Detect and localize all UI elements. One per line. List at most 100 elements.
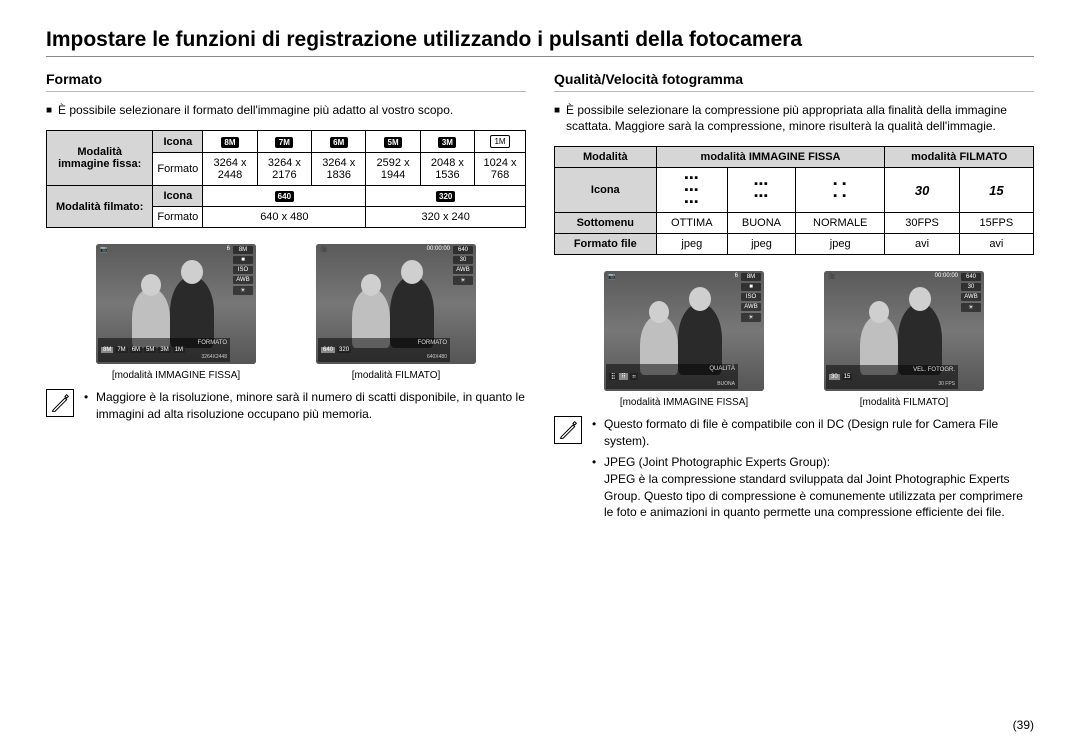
lcd-tl: 📷 [100,246,107,253]
rnote-0: Questo formato di file è compatibile con… [592,416,1034,450]
right-intro-text: È possibile selezionare la compressione … [566,102,1034,134]
lcd-menu3: QUALITÀ ⣿⠿⠶ BUONA [606,364,738,389]
note-body: Maggiore è la risoluzione, minore sarà i… [84,389,526,427]
ff-1: jpeg [727,234,795,255]
caption-fps: [modalità FILMATO] [824,397,984,408]
ff-0: jpeg [656,234,727,255]
submenu-label: Sottomenu [555,213,657,234]
caption-stills: [modalità IMMAGINE FISSA] [96,370,256,381]
right-previews: 📷 6 8M■ISOAWB☀ QUALITÀ ⣿⠿⠶ BUONA [modalit… [554,271,1034,408]
right-intro: ■ È possibile selezionare la compression… [554,102,1034,134]
lcd-tr: 6 [227,246,230,253]
left-divider [46,91,526,92]
lcd-side: 8M■ISOAWB☀ [232,246,254,362]
note-icon-2 [554,416,582,444]
icon-8m: 8M [203,131,257,153]
icon-5m: 5M [366,131,420,153]
icon-7m: 7M [257,131,311,153]
qh-0: Modalità [555,147,657,168]
sm-0: OTTIMA [656,213,727,234]
lcd-stills: 📷 6 8M■ISOAWB☀ FORMATO 8M7M6M5M3M1M 3264X… [96,244,256,364]
icon-320: 320 [366,186,526,207]
qh-2: modalità FILMATO [885,147,1034,168]
page-number: (39) [1013,718,1034,732]
quality-table: Modalità modalità IMMAGINE FISSA modalit… [554,146,1034,255]
left-intro: ■ È possibile selezionare il formato del… [46,102,526,118]
lcd-side2: 64030AWB☀ [452,246,474,362]
mfmt-0: 640 x 480 [203,207,366,228]
title-divider [46,56,1034,57]
ff-label: Formato file [555,234,657,255]
fmt-3: 2592 x 1944 [366,153,420,186]
movie-header: Modalità filmato: [47,186,153,228]
qh-1: modalità IMMAGINE FISSA [656,147,885,168]
page-title: Impostare le funzioni di registrazione u… [46,28,1034,52]
bullet-square: ■ [46,104,52,120]
lcd-tl4: 🎥 [828,273,835,280]
preview-stills: 📷 6 8M■ISOAWB☀ FORMATO 8M7M6M5M3M1M 3264X… [96,244,256,381]
lcd-tr3: 6 [735,273,738,280]
sm-1: BUONA [727,213,795,234]
icon-6m: 6M [312,131,366,153]
right-heading: Qualità/Velocità fotogramma [554,71,1034,87]
preview-fps: 🎥 00:00:00 64030AWB☀ VEL. FOTOGR. 3015 30… [824,271,984,408]
rnote-1: JPEG (Joint Photographic Experts Group):… [592,454,1034,521]
lcd-menu4: VEL. FOTOGR. 3015 30 FPS [826,365,958,389]
format-label: Formato [153,153,203,186]
icon-label-3: Icona [555,168,657,213]
lcd-menu2: FORMATO 640320 640X480 [318,338,450,362]
ff-4: avi [959,234,1033,255]
ff-3: avi [885,234,959,255]
qicon-0: ▪▪▪▪▪▪▪▪▪ [656,168,727,213]
fmt-5: 1024 x 768 [475,153,526,186]
note-icon [46,389,74,417]
ff-2: jpeg [795,234,885,255]
preview-movie: 🎥 00:00:00 64030AWB☀ FORMATO 640320 640X4… [316,244,476,381]
rnote-2: JPEG è la compressione standard sviluppa… [604,472,1023,520]
stills-header: Modalità immagine fissa: [47,131,153,186]
right-divider [554,91,1034,92]
icon-label: Icona [153,131,203,153]
qicon-3: 30 [885,168,959,213]
bullet-square-2: ■ [554,104,560,136]
icon-640: 640 [203,186,366,207]
format-table: Modalità immagine fissa: Icona 8M 7M 6M … [46,130,526,228]
icon-label-2: Icona [153,186,203,207]
fmt-2: 3264 x 1836 [312,153,366,186]
left-previews: 📷 6 8M■ISOAWB☀ FORMATO 8M7M6M5M3M1M 3264X… [46,244,526,381]
left-note: Maggiore è la risoluzione, minore sarà i… [46,389,526,427]
caption-quality: [modalità IMMAGINE FISSA] [604,397,764,408]
note-body-2: Questo formato di file è compatibile con… [592,416,1034,525]
mfmt-1: 320 x 240 [366,207,526,228]
caption-movie: [modalità FILMATO] [316,370,476,381]
sm-3: 30FPS [885,213,959,234]
right-column: Qualità/Velocità fotogramma ■ È possibil… [554,71,1034,525]
lcd-tl2: 🎥 [320,246,327,253]
preview-quality: 📷 6 8M■ISOAWB☀ QUALITÀ ⣿⠿⠶ BUONA [modalit… [604,271,764,408]
lcd-side3: 8M■ISOAWB☀ [740,273,762,389]
lcd-side4: 64030AWB☀ [960,273,982,389]
two-column-layout: Formato ■ È possibile selezionare il for… [46,71,1034,525]
lcd-menu: FORMATO 8M7M6M5M3M1M 3264X2448 [98,338,230,362]
lcd-quality: 📷 6 8M■ISOAWB☀ QUALITÀ ⣿⠿⠶ BUONA [604,271,764,391]
left-intro-text: È possibile selezionare il formato dell'… [58,102,453,118]
left-heading: Formato [46,71,526,87]
lcd-fps: 🎥 00:00:00 64030AWB☀ VEL. FOTOGR. 3015 30… [824,271,984,391]
lcd-tr4: 00:00:00 [935,273,958,280]
lcd-tl3: 📷 [608,273,615,280]
sm-4: 15FPS [959,213,1033,234]
icon-3m: 3M [420,131,474,153]
fmt-0: 3264 x 2448 [203,153,257,186]
icon-1m: 1M [475,131,526,153]
qicon-2: ▪ ▪▪ ▪ [795,168,885,213]
right-note: Questo formato di file è compatibile con… [554,416,1034,525]
note-text: Maggiore è la risoluzione, minore sarà i… [84,389,526,423]
fmt-1: 3264 x 2176 [257,153,311,186]
sm-2: NORMALE [795,213,885,234]
left-column: Formato ■ È possibile selezionare il for… [46,71,526,525]
qicon-4: 15 [959,168,1033,213]
qicon-1: ▪▪▪▪▪▪ [727,168,795,213]
fmt-4: 2048 x 1536 [420,153,474,186]
lcd-tr2: 00:00:00 [427,246,450,253]
format-label-2: Formato [153,207,203,228]
